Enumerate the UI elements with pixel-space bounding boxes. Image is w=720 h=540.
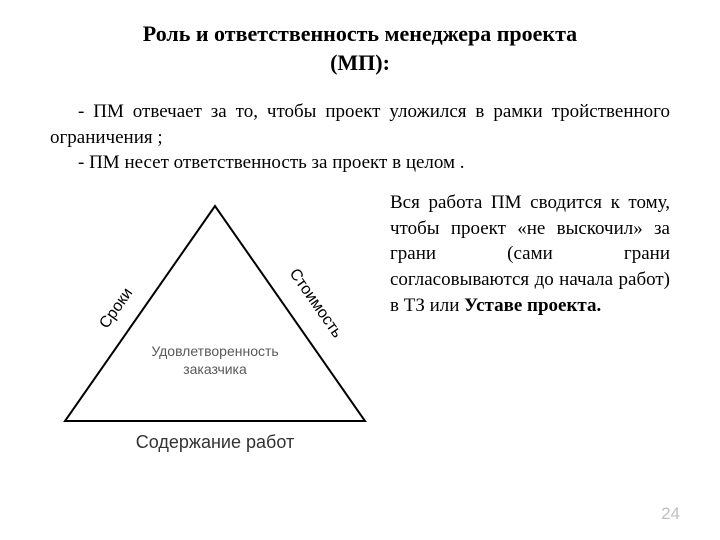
bullet-list: - ПМ отвечает за то, чтобы проект уложил… [50, 99, 670, 176]
label-bottom: Содержание работ [136, 432, 294, 452]
title-line-1: Роль и ответственность менеджера проекта [143, 21, 577, 46]
paragraph-text: Вся работа ПМ сводится к тому, чтобы про… [390, 192, 670, 316]
bullet-item-1: - ПМ отвечает за то, чтобы проект уложил… [50, 99, 670, 150]
label-center-1: Удовлетворенность [151, 343, 278, 359]
slide-title: Роль и ответственность менеджера проекта… [50, 20, 670, 77]
bullet-item-2: - ПМ несет ответственность за проект в ц… [50, 150, 670, 176]
paragraph-bold: Уставе проекта. [464, 295, 601, 316]
page-number: 24 [661, 504, 680, 524]
paragraph: Вся работа ПМ сводится к тому, чтобы про… [380, 186, 670, 466]
label-left: Сроки [96, 285, 136, 332]
title-line-2: (МП): [330, 50, 390, 75]
triangle-diagram: Сроки Стоимость Удовлетворенность заказч… [50, 186, 380, 466]
label-center-2: заказчика [183, 361, 247, 377]
